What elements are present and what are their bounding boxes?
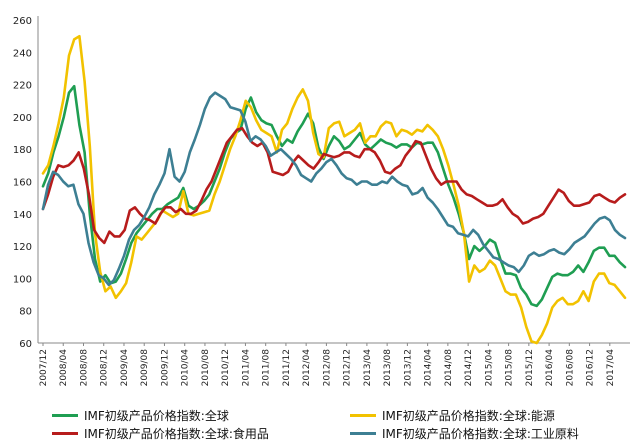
x-tick-label: 2013/04 [363,349,373,387]
legend-label-global: IMF初级产品价格指数:全球 [84,408,229,423]
y-tick-label: 200 [13,113,32,124]
legend-item-global: IMF初级产品价格指数:全球 [52,406,229,424]
legend-label-food: IMF初级产品价格指数:全球:食用品 [84,426,269,441]
y-tick-label: 80 [19,307,32,318]
x-axis: 2007/12 2008/04 2008/08 2008/12 2009/04 2009/… [38,342,630,387]
legend-swatch-energy [350,413,376,417]
x-tick-label: 2014/04 [424,349,434,387]
y-tick-label: 120 [13,242,32,253]
x-tick-label: 2008/12 [100,349,110,386]
legend-swatch-food [52,431,78,435]
legend-item-food: IMF初级产品价格指数:全球:食用品 [52,424,269,442]
series-line-industrial [41,91,627,287]
y-tick-label: 260 [13,16,32,27]
x-tick-label: 2007/12 [39,349,49,386]
x-tick-label: 2011/04 [241,349,251,387]
x-tick-label: 2017/04 [606,349,616,387]
x-tick-label: 2014/08 [444,349,454,387]
series-lines [41,34,627,345]
x-tick-label: 2014/12 [464,349,474,386]
y-tick-label: 160 [13,178,32,189]
x-tick-label: 2008/08 [79,349,89,387]
x-tick-label: 2012/12 [343,349,353,386]
y-tick-label: 60 [19,339,32,350]
x-tick-label: 2010/04 [181,349,191,387]
x-tick-label: 2012/08 [322,349,332,387]
x-tick-label: 2010/08 [201,349,211,387]
x-tick-label: 2011/12 [282,349,292,386]
x-tick-label: 2009/08 [140,349,150,387]
x-tick-label: 2013/08 [383,349,393,387]
x-tick-label: 2010/12 [221,349,231,386]
legend: IMF初级产品价格指数:全球 IMF初级产品价格指数:全球:能源 IMF初级产品… [0,400,640,441]
y-tick-label: 220 [13,81,32,92]
y-tick-label: 180 [13,145,32,156]
legend-item-industrial: IMF初级产品价格指数:全球:工业原料 [350,424,579,442]
series-line-energy [41,34,627,345]
y-tick-label: 240 [13,48,32,59]
x-tick-label: 2015/12 [525,349,535,386]
x-tick-label: 2009/12 [160,349,170,386]
y-axis: 60 80 100 120 140 160 180 200 220 240 260 [13,16,39,350]
x-tick-label: 2015/04 [484,349,494,387]
x-tick-label: 2015/08 [505,349,515,387]
x-tick-label: 2011/08 [262,349,272,387]
x-tick-label: 2016/04 [545,349,555,387]
x-tick-label: 2013/12 [403,349,413,386]
series-line-global [41,84,627,308]
x-tick-label: 2009/04 [120,349,130,387]
x-tick-label: 2008/04 [59,349,69,387]
legend-item-energy: IMF初级产品价格指数:全球:能源 [350,406,555,424]
y-tick-label: 140 [13,210,32,221]
x-tick-label: 2016/08 [565,349,575,387]
x-tick-label: 2016/12 [586,349,596,386]
legend-swatch-industrial [350,431,376,435]
legend-label-industrial: IMF初级产品价格指数:全球:工业原料 [382,426,579,441]
series-line-food [41,126,627,245]
x-tick-label: 2012/04 [302,349,312,387]
legend-label-energy: IMF初级产品价格指数:全球:能源 [382,408,555,423]
y-tick-label: 100 [13,274,32,285]
legend-swatch-global [52,413,78,417]
